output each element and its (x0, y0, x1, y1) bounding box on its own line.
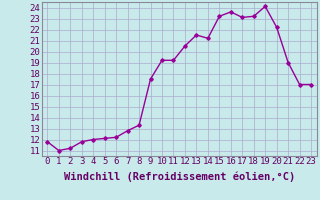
X-axis label: Windchill (Refroidissement éolien,°C): Windchill (Refroidissement éolien,°C) (64, 172, 295, 182)
